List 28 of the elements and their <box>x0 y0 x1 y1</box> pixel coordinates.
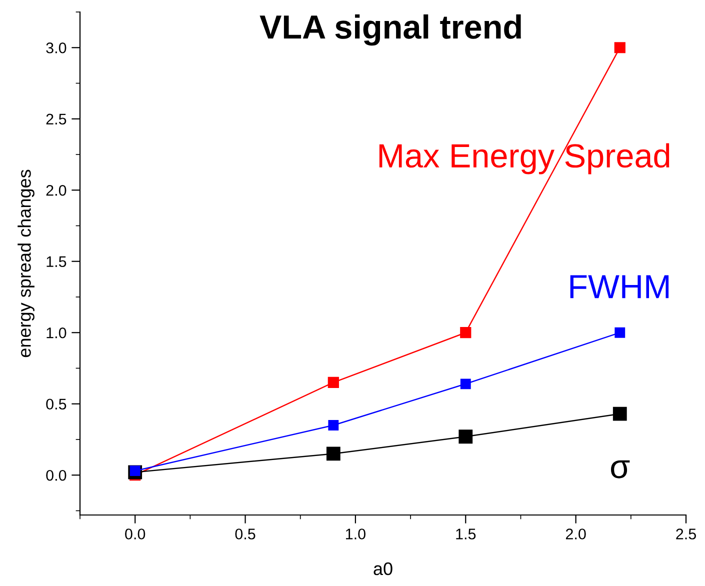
y-tick-label: 3.0 <box>46 42 66 54</box>
point <box>614 327 626 338</box>
point <box>326 446 340 461</box>
y-tick-label: 2.5 <box>46 114 66 125</box>
x-axis-title: a0 <box>374 562 392 576</box>
y-tick-label: 0.0 <box>46 470 66 481</box>
y-tick-label: 1.0 <box>46 327 66 338</box>
x-tick-label: 0.5 <box>235 528 256 540</box>
point <box>328 376 339 388</box>
x-tick-label: 1.5 <box>456 528 476 540</box>
y-tick-label: 0.5 <box>46 398 66 410</box>
series-label: σ <box>611 460 630 478</box>
point <box>614 42 626 54</box>
point <box>460 327 472 338</box>
y-axis-title: energy spread changes <box>18 170 34 358</box>
point <box>612 406 627 421</box>
point <box>460 378 471 390</box>
series-label: FWHM <box>570 275 669 298</box>
x-tick-label: 2.5 <box>676 528 696 540</box>
chart-title: VLA signal trend <box>260 14 521 46</box>
point <box>328 420 339 430</box>
point <box>458 430 473 444</box>
x-tick-label: 0.0 <box>125 528 146 540</box>
y-tick-label: 2.0 <box>46 184 66 196</box>
y-tick-label: 1.5 <box>46 256 66 268</box>
x-tick-label: 1.0 <box>346 528 366 540</box>
series-label: Max Energy Spread <box>379 143 670 174</box>
x-tick-label: 2.0 <box>566 528 586 540</box>
